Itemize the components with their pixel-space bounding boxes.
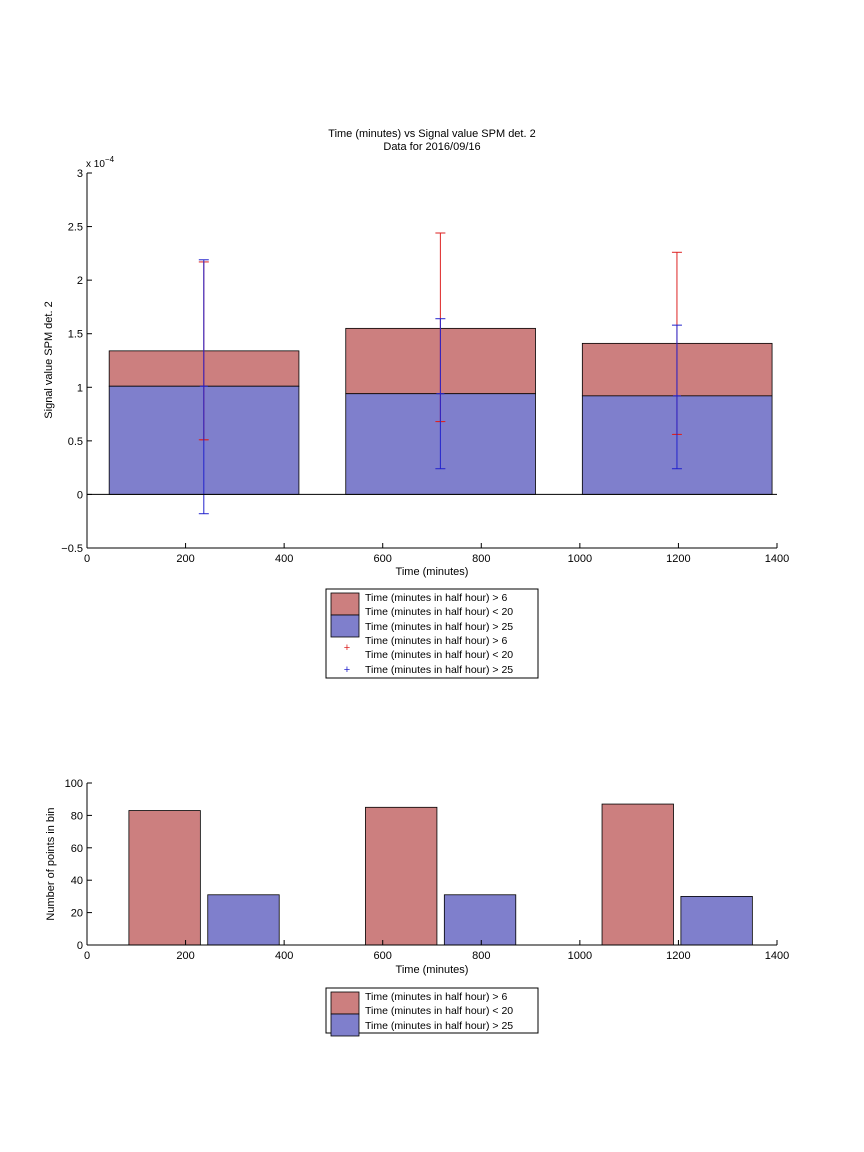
x-tick-label: 800 bbox=[472, 950, 490, 962]
error-bar-blue bbox=[671, 324, 682, 470]
axes: 0 200 400 600 800 1000 1200 1400 0 20 40 60 80 100 bbox=[65, 778, 790, 962]
legend-entry: Time (minutes in half hour) > 6 bbox=[365, 635, 507, 647]
error-bar-blue bbox=[435, 318, 446, 470]
x-tick-label: 1000 bbox=[568, 950, 592, 962]
x-tick-label: 0 bbox=[84, 950, 90, 962]
legend-swatch-red bbox=[330, 991, 360, 1015]
y-tick-label: 0 bbox=[77, 940, 83, 952]
x-tick-label: 1400 bbox=[765, 950, 789, 962]
y-tick-label: 60 bbox=[71, 843, 83, 855]
y-tick-label: 0.5 bbox=[68, 436, 83, 448]
legend-marker-blue: + bbox=[344, 664, 350, 676]
legend-entry: Time (minutes in half hour) < 20 bbox=[365, 606, 513, 618]
count-bar-blue bbox=[207, 894, 280, 946]
count-bars bbox=[128, 803, 753, 946]
x-tick-label: 0 bbox=[84, 553, 90, 565]
count-bar-red bbox=[128, 810, 201, 946]
legend-swatch-red bbox=[330, 592, 360, 616]
y-tick-label: 1.5 bbox=[68, 329, 83, 341]
legend-entry: Time (minutes in half hour) < 20 bbox=[365, 649, 513, 661]
x-tick-label: 200 bbox=[176, 553, 194, 565]
legend-entry: Time (minutes in half hour) > 6 bbox=[365, 991, 507, 1003]
x-tick-label: 400 bbox=[275, 950, 293, 962]
count-bar-blue bbox=[443, 894, 517, 946]
y-tick-label: 2.5 bbox=[68, 222, 83, 234]
y-tick-label: 80 bbox=[71, 810, 83, 822]
x-axis-label: Time (minutes) bbox=[396, 566, 469, 578]
axes: 0 200 400 600 800 1000 1200 1400−0.500.511.522.… bbox=[61, 168, 789, 565]
y-multiplier: x 10−4 bbox=[86, 155, 115, 170]
legend: + + Time (minutes in half hour) > 6 Time… bbox=[325, 588, 539, 679]
x-tick-label: 1000 bbox=[568, 553, 592, 565]
legend-entry: Time (minutes in half hour) > 6 bbox=[365, 592, 507, 604]
y-tick-label: 1 bbox=[77, 382, 83, 394]
y-axis-label: Number of points in bin bbox=[45, 807, 57, 920]
legend-swatch-blue bbox=[330, 614, 360, 638]
y-tick-label: 100 bbox=[65, 778, 83, 790]
legend-box bbox=[325, 588, 539, 679]
legend-entry: Time (minutes in half hour) < 20 bbox=[365, 1005, 513, 1017]
legend-entry: Time (minutes in half hour) > 25 bbox=[365, 1020, 513, 1032]
x-tick-label: 1200 bbox=[666, 553, 690, 565]
signal-chart: Time (minutes) vs Signal value SPM det. … bbox=[43, 128, 789, 679]
legend-entry: Time (minutes in half hour) > 25 bbox=[365, 664, 513, 676]
y-tick-label: 2 bbox=[77, 275, 83, 287]
count-bar-red bbox=[365, 806, 438, 946]
chart-subtitle: Data for 2016/09/16 bbox=[383, 141, 480, 153]
x-tick-label: 1400 bbox=[765, 553, 789, 565]
count-chart: 0 200 400 600 800 1000 1200 1400 0 20 40 60 80 100 Ti… bbox=[45, 778, 790, 1037]
error-bars bbox=[198, 232, 682, 515]
x-tick-label: 800 bbox=[472, 553, 490, 565]
legend-marker-red: + bbox=[344, 642, 350, 654]
y-axis-label: Signal value SPM det. 2 bbox=[43, 301, 55, 418]
legend-swatch-blue bbox=[330, 1013, 360, 1037]
legend-box bbox=[325, 987, 539, 1034]
error-bar-blue bbox=[198, 259, 209, 515]
x-tick-label: 200 bbox=[176, 950, 194, 962]
count-bar-blue bbox=[680, 896, 753, 946]
y-tick-label: −0.5 bbox=[61, 543, 83, 555]
count-bar-red bbox=[601, 803, 674, 946]
x-tick-label: 600 bbox=[374, 950, 392, 962]
x-axis-label: Time (minutes) bbox=[396, 964, 469, 976]
x-tick-label: 1200 bbox=[666, 950, 690, 962]
y-tick-label: 20 bbox=[71, 908, 83, 920]
y-tick-label: 40 bbox=[71, 875, 83, 887]
legend-entry: Time (minutes in half hour) > 25 bbox=[365, 621, 513, 633]
y-tick-label: 0 bbox=[77, 489, 83, 501]
x-tick-label: 600 bbox=[374, 553, 392, 565]
x-tick-label: 400 bbox=[275, 553, 293, 565]
legend: Time (minutes in half hour) > 6 Time (mi… bbox=[325, 987, 539, 1037]
chart-title: Time (minutes) vs Signal value SPM det. … bbox=[328, 128, 535, 140]
y-tick-label: 3 bbox=[77, 168, 83, 180]
